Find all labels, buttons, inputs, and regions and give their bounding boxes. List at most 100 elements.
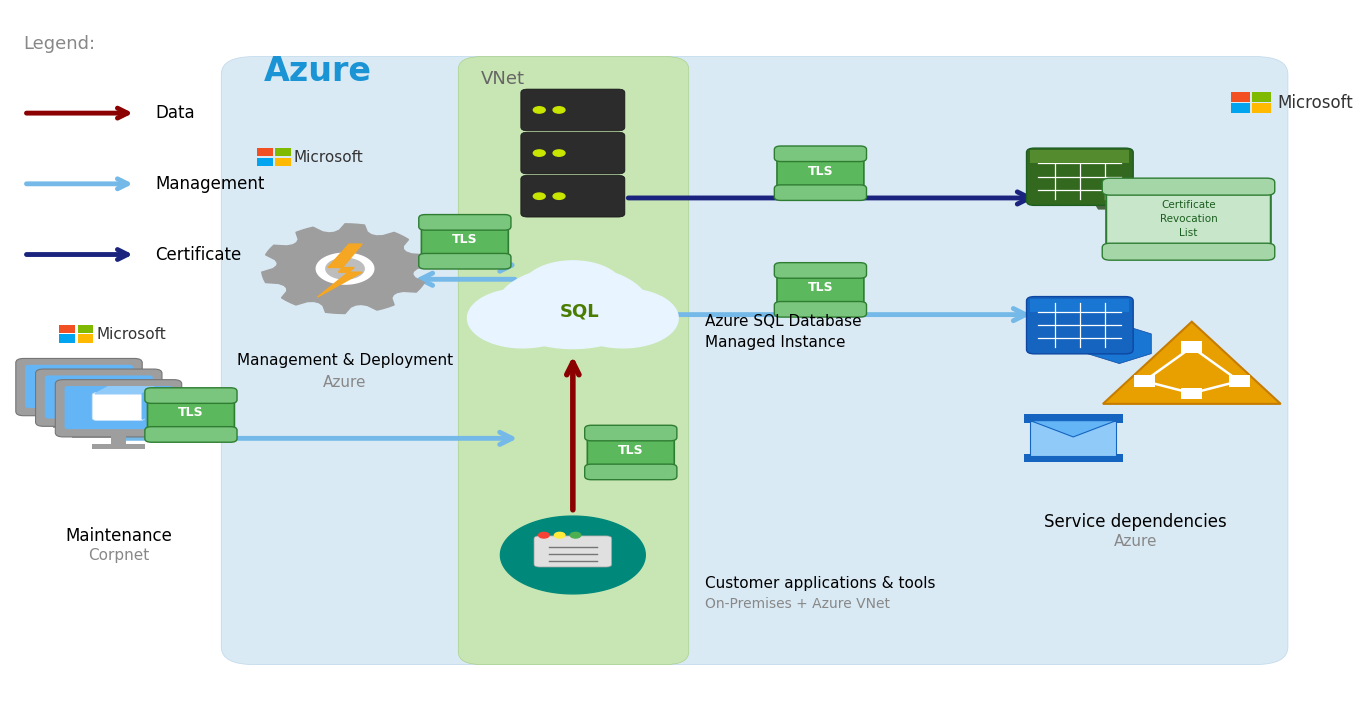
Text: TLS: TLS	[807, 165, 833, 177]
Text: Data: Data	[155, 104, 195, 122]
FancyBboxPatch shape	[521, 132, 625, 174]
Polygon shape	[1086, 177, 1149, 209]
FancyBboxPatch shape	[777, 147, 864, 199]
FancyBboxPatch shape	[419, 215, 510, 230]
Circle shape	[534, 150, 546, 156]
FancyBboxPatch shape	[774, 185, 867, 200]
FancyBboxPatch shape	[24, 365, 133, 408]
Bar	[91, 424, 106, 435]
Text: Microsoft: Microsoft	[97, 327, 166, 342]
Text: Certificate
Revocation
List: Certificate Revocation List	[1160, 200, 1217, 238]
Text: Microsoft: Microsoft	[294, 150, 363, 165]
FancyBboxPatch shape	[222, 57, 1288, 665]
Polygon shape	[261, 224, 429, 313]
FancyBboxPatch shape	[56, 380, 182, 437]
FancyBboxPatch shape	[35, 369, 162, 426]
Bar	[72, 433, 125, 438]
Text: Management & Deployment: Management & Deployment	[237, 354, 453, 368]
FancyBboxPatch shape	[422, 216, 508, 267]
Text: Azure: Azure	[324, 375, 366, 390]
FancyBboxPatch shape	[585, 464, 676, 479]
FancyBboxPatch shape	[585, 426, 676, 441]
FancyBboxPatch shape	[534, 536, 611, 567]
Polygon shape	[497, 267, 649, 349]
Bar	[275, 158, 291, 166]
FancyBboxPatch shape	[144, 427, 237, 443]
Bar	[1181, 387, 1202, 399]
Circle shape	[554, 532, 565, 538]
Text: Azure: Azure	[1113, 534, 1157, 549]
Circle shape	[553, 150, 565, 156]
Bar	[1030, 421, 1116, 456]
Bar	[1023, 414, 1123, 423]
Bar	[1252, 92, 1271, 102]
Text: Management: Management	[155, 175, 265, 193]
Text: TLS: TLS	[178, 407, 204, 419]
Text: Azure: Azure	[264, 55, 372, 88]
FancyBboxPatch shape	[1102, 243, 1275, 260]
Polygon shape	[317, 244, 362, 297]
Polygon shape	[568, 288, 678, 348]
FancyBboxPatch shape	[774, 263, 867, 279]
Polygon shape	[1087, 324, 1151, 363]
Bar	[110, 435, 127, 445]
Text: Microsoft: Microsoft	[1278, 94, 1353, 112]
Polygon shape	[501, 516, 645, 594]
Polygon shape	[1102, 322, 1281, 404]
Polygon shape	[523, 261, 623, 315]
Bar	[53, 423, 105, 428]
Text: SQL: SQL	[559, 302, 599, 320]
Circle shape	[539, 532, 548, 538]
Text: TLS: TLS	[807, 281, 833, 294]
Bar	[71, 414, 87, 424]
Bar	[275, 148, 291, 156]
Bar	[257, 148, 272, 156]
Bar	[1023, 454, 1123, 462]
FancyBboxPatch shape	[1026, 148, 1134, 205]
FancyBboxPatch shape	[1102, 178, 1275, 195]
Text: On-Premises + Azure VNet: On-Premises + Azure VNet	[705, 597, 890, 612]
FancyBboxPatch shape	[777, 264, 864, 315]
Text: Managed Instance: Managed Instance	[705, 335, 845, 351]
Text: Customer applications & tools: Customer applications & tools	[705, 575, 935, 591]
FancyBboxPatch shape	[45, 375, 152, 419]
Bar	[1232, 92, 1249, 102]
Circle shape	[553, 193, 565, 199]
Bar	[257, 158, 272, 166]
Circle shape	[534, 107, 546, 113]
Text: TLS: TLS	[452, 233, 478, 246]
FancyBboxPatch shape	[774, 146, 867, 162]
FancyBboxPatch shape	[459, 57, 689, 665]
Text: Maintenance: Maintenance	[65, 527, 171, 544]
Text: Certificate: Certificate	[155, 245, 242, 264]
Polygon shape	[1030, 421, 1116, 437]
Text: Legend:: Legend:	[23, 35, 95, 53]
FancyBboxPatch shape	[774, 301, 867, 317]
Text: TLS: TLS	[618, 444, 644, 457]
Bar	[1181, 341, 1202, 353]
Polygon shape	[142, 387, 155, 419]
Text: Service dependencies: Service dependencies	[1044, 513, 1226, 530]
Text: Corpnet: Corpnet	[88, 548, 150, 563]
Polygon shape	[468, 288, 578, 348]
FancyBboxPatch shape	[16, 358, 142, 416]
Bar	[93, 444, 144, 449]
FancyBboxPatch shape	[521, 175, 625, 217]
FancyBboxPatch shape	[588, 426, 674, 478]
FancyBboxPatch shape	[1026, 297, 1134, 354]
FancyBboxPatch shape	[147, 389, 234, 441]
FancyBboxPatch shape	[144, 387, 237, 403]
Bar	[78, 334, 94, 343]
Text: VNet: VNet	[480, 71, 525, 88]
Polygon shape	[325, 258, 365, 279]
Bar	[1030, 298, 1130, 312]
FancyBboxPatch shape	[1106, 180, 1271, 258]
Text: Azure SQL Database: Azure SQL Database	[705, 314, 862, 329]
Bar	[1232, 103, 1249, 113]
Circle shape	[570, 532, 581, 538]
FancyBboxPatch shape	[64, 386, 173, 429]
Bar	[1030, 151, 1130, 163]
Bar	[1252, 103, 1271, 113]
Bar	[1134, 375, 1155, 387]
Circle shape	[553, 107, 565, 113]
